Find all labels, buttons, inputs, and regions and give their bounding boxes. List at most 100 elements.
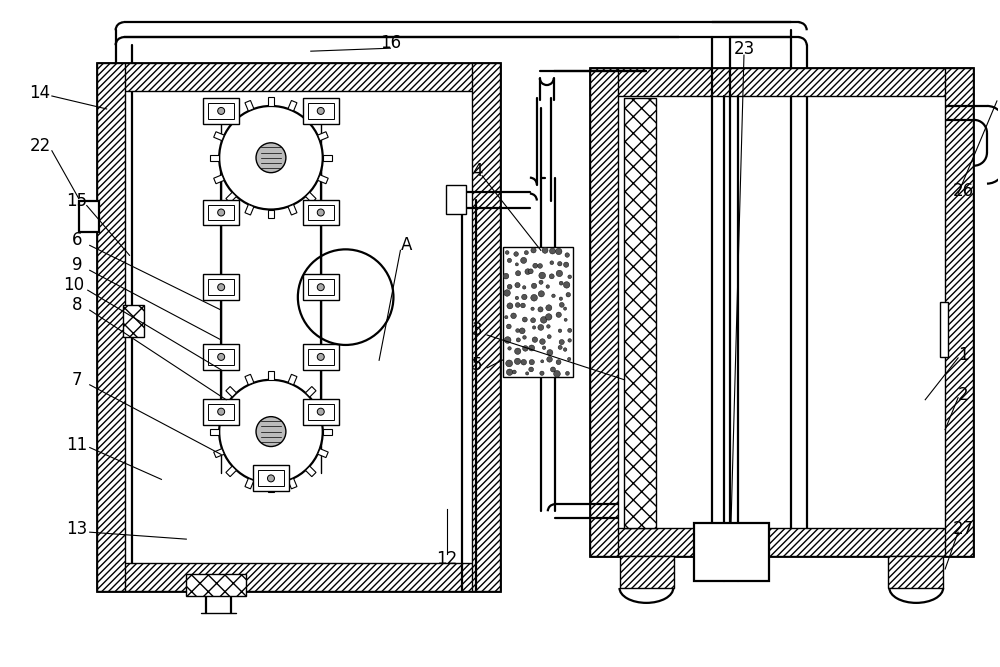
Bar bbox=[208, 205, 234, 221]
Bar bbox=[308, 404, 334, 420]
Circle shape bbox=[531, 247, 536, 253]
Circle shape bbox=[556, 270, 563, 277]
Polygon shape bbox=[214, 175, 224, 183]
Text: 12: 12 bbox=[437, 550, 458, 568]
Text: 16: 16 bbox=[380, 34, 401, 52]
Polygon shape bbox=[214, 131, 224, 141]
Bar bbox=[203, 199, 239, 225]
Circle shape bbox=[514, 358, 521, 364]
Circle shape bbox=[563, 348, 567, 352]
Polygon shape bbox=[318, 406, 328, 414]
Bar bbox=[945, 68, 973, 556]
Bar bbox=[203, 399, 239, 425]
Circle shape bbox=[521, 360, 527, 365]
Polygon shape bbox=[323, 155, 332, 161]
Polygon shape bbox=[245, 204, 254, 215]
Circle shape bbox=[256, 417, 286, 446]
Bar bbox=[308, 205, 334, 221]
Circle shape bbox=[542, 247, 548, 253]
Bar bbox=[590, 68, 618, 556]
Polygon shape bbox=[226, 466, 236, 477]
Circle shape bbox=[522, 317, 527, 322]
Polygon shape bbox=[214, 449, 224, 458]
Polygon shape bbox=[214, 406, 224, 414]
Circle shape bbox=[541, 360, 544, 363]
Polygon shape bbox=[288, 374, 297, 385]
Bar bbox=[208, 279, 234, 295]
Circle shape bbox=[550, 367, 556, 372]
Circle shape bbox=[529, 367, 534, 372]
Circle shape bbox=[550, 261, 554, 265]
Polygon shape bbox=[305, 466, 316, 477]
Bar bbox=[253, 466, 289, 492]
Circle shape bbox=[556, 312, 561, 317]
Text: 10: 10 bbox=[63, 276, 84, 294]
Bar bbox=[97, 63, 500, 591]
Circle shape bbox=[566, 292, 571, 297]
Circle shape bbox=[504, 337, 511, 344]
Circle shape bbox=[547, 350, 553, 356]
Circle shape bbox=[521, 257, 527, 263]
Bar bbox=[208, 349, 234, 365]
Circle shape bbox=[507, 258, 512, 263]
Circle shape bbox=[515, 271, 521, 276]
Circle shape bbox=[540, 371, 544, 376]
Circle shape bbox=[545, 313, 552, 320]
Circle shape bbox=[532, 325, 536, 329]
Text: 9: 9 bbox=[72, 256, 82, 274]
Circle shape bbox=[529, 360, 534, 365]
Circle shape bbox=[531, 317, 536, 323]
Circle shape bbox=[547, 325, 550, 328]
Bar bbox=[624, 98, 656, 528]
Circle shape bbox=[218, 209, 225, 216]
Bar bbox=[203, 98, 239, 124]
Circle shape bbox=[547, 357, 552, 362]
Circle shape bbox=[565, 253, 569, 257]
Bar bbox=[308, 349, 334, 365]
Bar bbox=[203, 274, 239, 300]
Polygon shape bbox=[318, 449, 328, 458]
Polygon shape bbox=[268, 97, 274, 106]
Circle shape bbox=[559, 340, 564, 345]
Circle shape bbox=[539, 280, 543, 284]
Circle shape bbox=[516, 329, 519, 332]
Circle shape bbox=[218, 408, 225, 415]
Circle shape bbox=[506, 360, 513, 367]
Bar bbox=[940, 302, 948, 357]
Circle shape bbox=[547, 335, 551, 339]
Circle shape bbox=[516, 338, 520, 342]
Text: 5: 5 bbox=[472, 356, 482, 374]
Circle shape bbox=[565, 372, 569, 376]
Circle shape bbox=[218, 283, 225, 291]
Bar bbox=[123, 305, 144, 337]
Polygon shape bbox=[305, 386, 316, 397]
Circle shape bbox=[504, 289, 510, 296]
Circle shape bbox=[558, 346, 562, 350]
Circle shape bbox=[505, 251, 509, 254]
Circle shape bbox=[519, 328, 525, 334]
Circle shape bbox=[556, 360, 561, 365]
Circle shape bbox=[568, 328, 572, 332]
Text: 15: 15 bbox=[66, 191, 87, 209]
Polygon shape bbox=[245, 101, 254, 111]
Text: 1: 1 bbox=[958, 346, 968, 364]
Bar bbox=[303, 98, 339, 124]
Circle shape bbox=[538, 307, 543, 312]
Polygon shape bbox=[318, 175, 328, 183]
Circle shape bbox=[549, 248, 555, 254]
Polygon shape bbox=[288, 101, 297, 111]
Circle shape bbox=[564, 318, 567, 321]
Text: 3: 3 bbox=[472, 321, 482, 339]
Bar bbox=[97, 563, 500, 591]
Bar bbox=[620, 556, 674, 588]
Circle shape bbox=[564, 262, 569, 267]
Bar bbox=[208, 103, 234, 119]
Circle shape bbox=[515, 283, 520, 287]
Bar bbox=[590, 68, 973, 556]
Bar bbox=[446, 185, 466, 215]
Circle shape bbox=[526, 372, 529, 375]
Circle shape bbox=[552, 294, 555, 297]
Polygon shape bbox=[288, 478, 297, 489]
Circle shape bbox=[546, 305, 552, 311]
Circle shape bbox=[559, 281, 563, 285]
